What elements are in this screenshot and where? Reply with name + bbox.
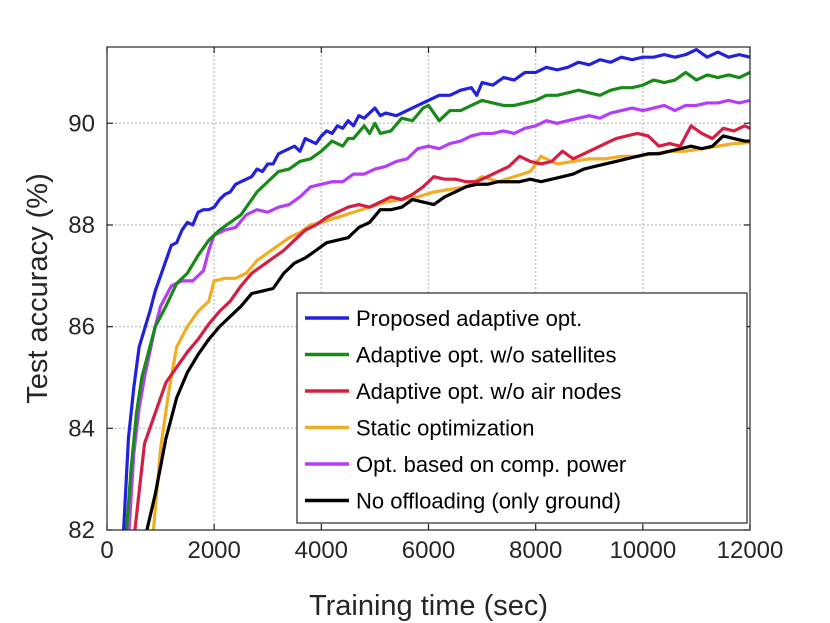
- legend-label: No offloading (only ground): [356, 489, 621, 514]
- x-tick-label: 0: [100, 537, 113, 564]
- y-tick-label: 90: [68, 110, 95, 137]
- y-tick-label: 84: [68, 415, 95, 442]
- y-tick-label: 86: [68, 314, 95, 341]
- x-tick-label: 2000: [187, 537, 240, 564]
- axis-ticks: 0 2000 4000 6000 8000 10000 12000 82 84 86 88 90: [68, 47, 783, 564]
- x-tick-label: 12000: [717, 537, 784, 564]
- legend-box: [296, 292, 748, 524]
- legend-label: Adaptive opt. w/o air nodes: [356, 379, 621, 404]
- x-tick-label: 8000: [509, 537, 562, 564]
- legend-label: Opt. based on comp. power: [356, 452, 626, 477]
- y-axis-label: Test accuracy (%): [22, 173, 54, 403]
- series-line-1: [122, 47, 750, 530]
- series-line-5: [127, 98, 750, 530]
- legend-label: Adaptive opt. w/o satellites: [356, 343, 616, 368]
- x-tick-label: 6000: [402, 537, 455, 564]
- series-group: [122, 47, 750, 530]
- legend-label: Static optimization: [356, 416, 535, 441]
- x-axis-label: Training time (sec): [309, 590, 548, 622]
- x-tick-label: 4000: [295, 537, 348, 564]
- series-line-6: [145, 134, 750, 530]
- series-line-3: [133, 124, 750, 530]
- y-tick-label: 82: [68, 517, 95, 544]
- y-tick-label: 88: [68, 212, 95, 239]
- legend: Proposed adaptive opt. Adaptive opt. w/o …: [296, 292, 748, 524]
- series-line-2: [124, 70, 750, 530]
- legend-label: Proposed adaptive opt.: [356, 306, 582, 331]
- x-tick-label: 10000: [609, 537, 676, 564]
